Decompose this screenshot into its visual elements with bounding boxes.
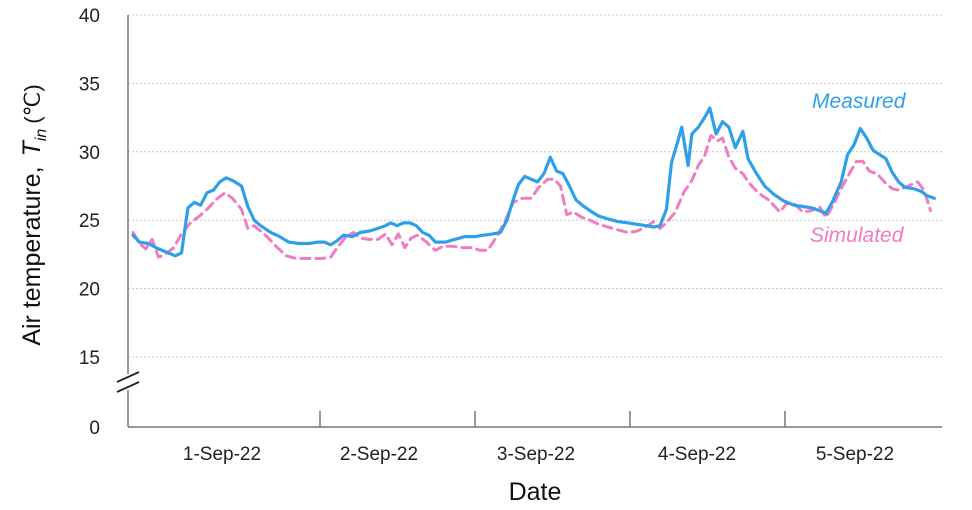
y-axis-title-text: Air temperature, [18,166,46,345]
y-tick-label: 25 [79,211,100,232]
y-tick-label: 40 [79,6,100,27]
y-tick-label: 35 [79,74,100,95]
x-tick-label: 5-Sep-22 [816,444,894,465]
x-axis-tick-labels: 1-Sep-22 2-Sep-22 3-Sep-22 4-Sep-22 5-Sep-22 [183,411,894,465]
x-tick-label: 1-Sep-22 [183,444,261,465]
x-tick-label: 2-Sep-22 [340,444,418,465]
x-tick-label: 4-Sep-22 [658,444,736,465]
y-tick-label: 20 [79,280,100,301]
y-axis-tick-labels: 0 15 20 25 30 35 40 [79,6,100,439]
y-tick-label: 0 [89,418,100,439]
series-line-measured [131,106,936,258]
y-axis-title-unit: (℃) [20,84,45,123]
series-lines [131,106,936,260]
y-tick-label: 15 [79,348,100,369]
x-tick-label: 3-Sep-22 [497,444,575,465]
y-axis-title-symbol: T [18,139,46,156]
y-axis-title-subscript: in [33,129,50,142]
series-label-measured: Measured [812,90,907,113]
y-axis-break-marker [116,371,140,393]
gridlines [128,14,942,358]
x-axis-title: Date [509,478,562,506]
series-line-simulated [131,133,932,260]
y-axis-title: Air temperature, Tin (℃) [18,84,50,345]
series-label-simulated: Simulated [810,224,905,247]
y-tick-label: 30 [79,143,100,164]
